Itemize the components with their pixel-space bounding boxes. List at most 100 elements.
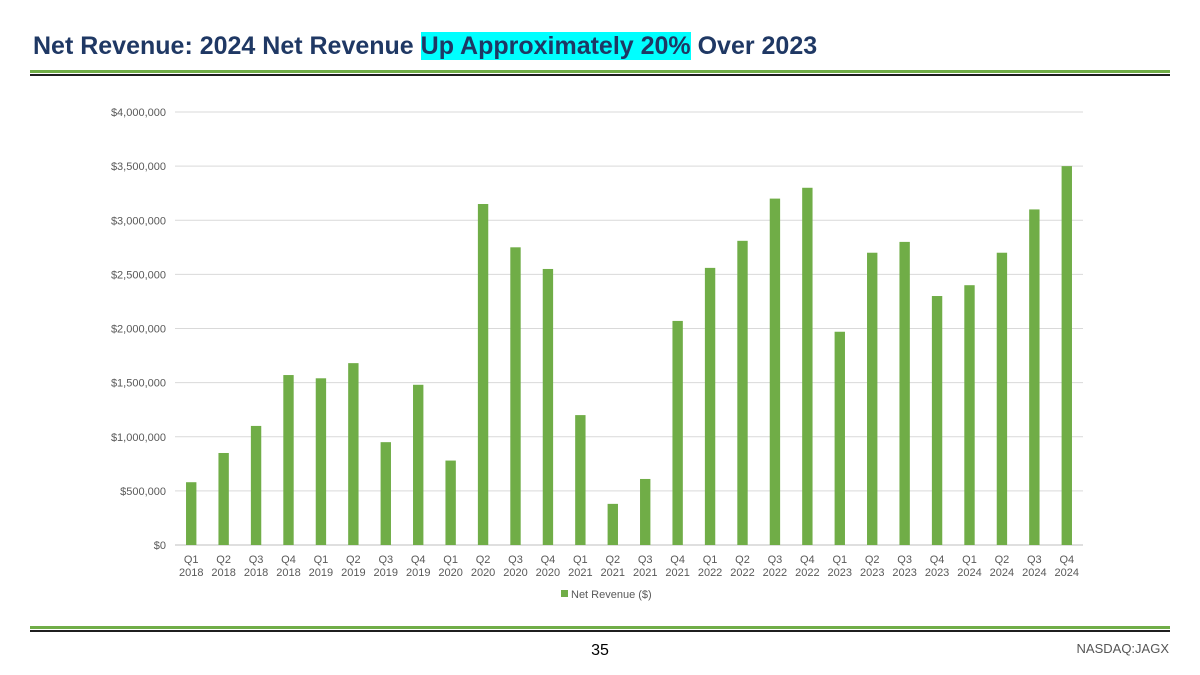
bottom-rule-green — [30, 626, 1170, 629]
x-tick-label-quarter: Q3 — [897, 554, 912, 566]
x-tick-label-year: 2021 — [601, 567, 625, 579]
title-part-1: Net Revenue: 2024 Net Revenue — [33, 32, 421, 60]
y-tick-label: $2,500,000 — [111, 269, 166, 281]
bar — [802, 187, 813, 545]
x-tick-label-quarter: Q3 — [638, 554, 653, 566]
y-tick-label: $3,000,000 — [111, 215, 166, 227]
x-tick-label-year: 2024 — [1055, 567, 1079, 579]
x-tick-label-quarter: Q2 — [735, 554, 750, 566]
legend-swatch — [561, 590, 568, 597]
bar — [1029, 209, 1040, 546]
page-number: 35 — [591, 642, 609, 659]
bar — [1061, 166, 1072, 545]
x-tick-label-quarter: Q4 — [670, 554, 685, 566]
legend-label: Net Revenue ($) — [571, 589, 652, 601]
x-tick-label-quarter: Q1 — [703, 554, 718, 566]
bar — [931, 296, 943, 545]
x-tick-label-quarter: Q3 — [249, 554, 264, 566]
bar — [899, 241, 910, 545]
x-tick-label-year: 2019 — [406, 567, 430, 579]
x-tick-label-year: 2024 — [957, 567, 981, 579]
x-tick-label-quarter: Q1 — [573, 554, 588, 566]
x-tick-label-year: 2020 — [471, 567, 495, 579]
x-tick-label-quarter: Q1 — [314, 554, 329, 566]
y-tick-label: $3,500,000 — [111, 161, 166, 173]
x-tick-label-quarter: Q4 — [281, 554, 296, 566]
bottom-rule-dark — [30, 630, 1170, 632]
y-tick-label: $1,000,000 — [111, 432, 166, 444]
x-tick-label-quarter: Q2 — [216, 554, 231, 566]
x-tick-label-quarter: Q2 — [865, 554, 880, 566]
x-tick-label-year: 2023 — [860, 567, 884, 579]
x-tick-label-year: 2024 — [990, 567, 1014, 579]
x-tick-label-quarter: Q3 — [378, 554, 393, 566]
x-tick-label-year: 2018 — [211, 567, 235, 579]
bar — [672, 320, 683, 545]
bar — [380, 442, 391, 545]
bar — [542, 268, 554, 545]
bar — [186, 482, 197, 545]
x-tick-label-year: 2019 — [374, 567, 398, 579]
bar — [315, 378, 327, 545]
x-tick-label-quarter: Q3 — [768, 554, 783, 566]
top-rule-dark — [30, 74, 1170, 76]
title-part-2: Over 2023 — [690, 32, 818, 60]
x-tick-label-year: 2018 — [276, 567, 300, 579]
bar — [964, 285, 975, 545]
top-rule-green — [30, 70, 1170, 73]
x-tick-label-year: 2022 — [730, 567, 754, 579]
bar — [996, 252, 1008, 545]
x-tick-label-year: 2021 — [633, 567, 657, 579]
x-tick-label-year: 2022 — [795, 567, 819, 579]
x-tick-label-year: 2023 — [925, 567, 949, 579]
y-tick-label: $1,500,000 — [111, 378, 166, 390]
x-tick-label-quarter: Q4 — [800, 554, 815, 566]
x-tick-label-year: 2020 — [503, 567, 527, 579]
bar — [704, 267, 716, 545]
x-tick-label-quarter: Q2 — [605, 554, 620, 566]
bar — [867, 252, 878, 545]
bar — [348, 363, 359, 545]
x-tick-label-year: 2021 — [665, 567, 689, 579]
bar — [510, 247, 521, 545]
x-tick-label-quarter: Q4 — [411, 554, 426, 566]
bar — [445, 460, 456, 545]
bar — [250, 425, 262, 545]
bar — [640, 478, 651, 545]
y-tick-label: $0 — [154, 540, 166, 552]
x-tick-label-quarter: Q4 — [1059, 554, 1074, 566]
bar — [477, 204, 489, 545]
bar — [607, 503, 618, 545]
title-highlight: Up Approximately 20% — [420, 32, 691, 60]
x-tick-label-quarter: Q2 — [995, 554, 1010, 566]
x-tick-label-year: 2023 — [892, 567, 916, 579]
x-tick-label-year: 2023 — [828, 567, 852, 579]
x-tick-label-quarter: Q1 — [962, 554, 977, 566]
x-tick-label-year: 2018 — [179, 567, 203, 579]
x-tick-label-quarter: Q1 — [184, 554, 199, 566]
y-tick-label: $500,000 — [120, 486, 166, 498]
x-tick-label-quarter: Q1 — [832, 554, 847, 566]
x-tick-label-year: 2018 — [244, 567, 268, 579]
x-tick-label-year: 2020 — [536, 567, 560, 579]
bar — [218, 452, 229, 545]
x-tick-label-year: 2019 — [341, 567, 365, 579]
x-tick-label-quarter: Q4 — [930, 554, 945, 566]
y-tick-label: $2,000,000 — [111, 324, 166, 336]
x-tick-label-year: 2019 — [309, 567, 333, 579]
x-tick-label-quarter: Q2 — [346, 554, 361, 566]
x-tick-label-year: 2024 — [1022, 567, 1046, 579]
slide-title: Net Revenue: 2024 Net Revenue Up Approxi… — [33, 32, 817, 61]
x-tick-label-year: 2020 — [438, 567, 462, 579]
x-tick-label-quarter: Q4 — [541, 554, 556, 566]
bar — [737, 240, 748, 545]
x-tick-label-quarter: Q2 — [476, 554, 491, 566]
bar — [769, 198, 781, 545]
ticker-label: NASDAQ:JAGX — [1076, 641, 1169, 656]
x-tick-label-year: 2021 — [568, 567, 592, 579]
bar — [575, 415, 586, 545]
bar — [413, 384, 424, 545]
x-tick-label-quarter: Q3 — [508, 554, 523, 566]
x-tick-label-year: 2022 — [698, 567, 722, 579]
